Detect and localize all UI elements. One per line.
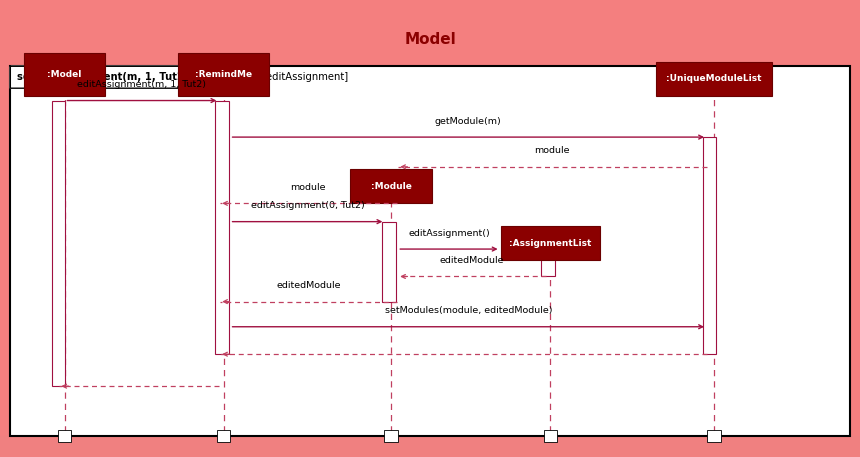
Bar — [215, 101, 229, 354]
Bar — [179, 53, 268, 96]
Text: editAssignment(m, 1, Tut2): editAssignment(m, 1, Tut2) — [77, 80, 206, 89]
Text: getModule(m): getModule(m) — [435, 117, 501, 126]
Bar — [10, 66, 850, 436]
Bar — [384, 430, 398, 442]
Text: editAssignment(0, Tut2): editAssignment(0, Tut2) — [250, 201, 365, 210]
Text: :Module: :Module — [371, 182, 412, 191]
Bar — [0, 436, 860, 457]
Bar — [351, 169, 433, 203]
Text: module: module — [291, 183, 326, 192]
Text: editedModule: editedModule — [439, 256, 504, 265]
Bar — [217, 430, 230, 442]
Bar — [544, 430, 557, 442]
Text: :RemindMe: :RemindMe — [195, 70, 252, 79]
Polygon shape — [10, 66, 254, 88]
Bar — [655, 62, 772, 96]
Bar — [541, 249, 555, 276]
Text: module: module — [534, 146, 570, 155]
Text: setModules(module, editedModule): setModules(module, editedModule) — [384, 306, 552, 315]
Text: :UniqueModuleList: :UniqueModuleList — [666, 74, 762, 83]
Text: editedModule: editedModule — [276, 281, 341, 290]
Text: [editAssignment]: [editAssignment] — [262, 72, 348, 82]
Bar — [707, 430, 721, 442]
Bar — [23, 53, 105, 96]
Bar — [52, 101, 65, 386]
Bar — [382, 222, 396, 302]
Text: :Model: :Model — [47, 70, 82, 79]
Text: editAssignment(): editAssignment() — [408, 228, 490, 238]
Text: Model: Model — [404, 32, 456, 48]
Text: :AssignmentList: :AssignmentList — [509, 239, 592, 248]
Bar — [703, 137, 716, 354]
Bar — [0, 0, 860, 80]
Text: sd editAssignment(m, 1, Tut2): sd editAssignment(m, 1, Tut2) — [17, 72, 188, 82]
Bar — [58, 430, 71, 442]
Bar — [501, 226, 600, 260]
